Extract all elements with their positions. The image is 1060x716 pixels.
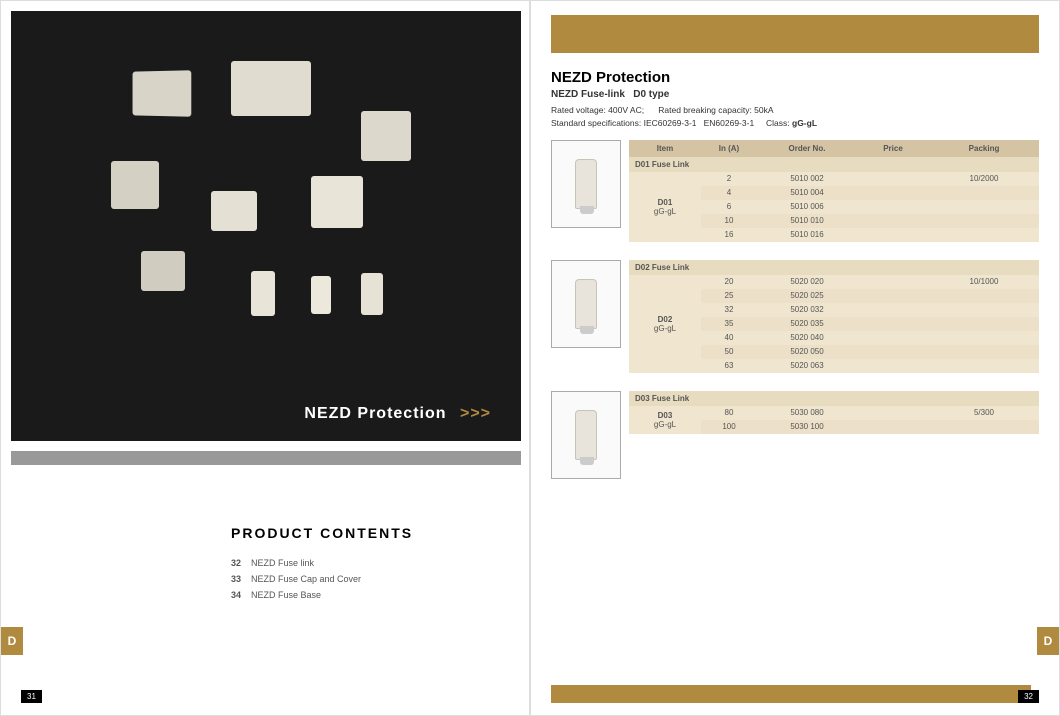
item-label: D03gG-gL: [629, 406, 701, 434]
product-block: ItemIn (A)Order No.PricePackingD01 Fuse …: [551, 140, 1039, 242]
product-thumbnail: [551, 391, 621, 479]
product-block: D03 Fuse LinkD03gG-gL805030 0805/3001005…: [551, 391, 1039, 479]
product-thumbnail: [551, 140, 621, 228]
table-row: 405020 040: [701, 331, 1039, 345]
table-row: 635020 063: [701, 359, 1039, 373]
section-header: NEZD Protection NEZD Fuse-link D0 type R…: [551, 69, 1039, 130]
product-component: [361, 111, 411, 161]
table-row: 355020 035: [701, 317, 1039, 331]
footer-bar: [551, 685, 1031, 703]
product-component: [311, 176, 363, 228]
item-label: D02gG-gL: [629, 275, 701, 373]
table-section-title: D03 Fuse Link: [629, 391, 1039, 406]
contents-item: 34NEZD Fuse Base: [231, 587, 529, 603]
table-row: 205020 02010/1000: [701, 275, 1039, 289]
page-title: NEZD Protection: [551, 69, 1039, 86]
product-component: [111, 161, 159, 209]
contents-item: 33NEZD Fuse Cap and Cover: [231, 571, 529, 587]
product-thumbnail: [551, 260, 621, 348]
table-header: ItemIn (A)Order No.PricePacking: [629, 140, 1039, 157]
table-row: 165010 016: [701, 228, 1039, 242]
hero-image: NEZD Protection >>>: [11, 11, 521, 441]
hero-title: NEZD Protection >>>: [304, 405, 491, 423]
spec-table: D02 Fuse LinkD02gG-gL205020 02010/100025…: [629, 260, 1039, 373]
table-row: 255020 025: [701, 289, 1039, 303]
fuse-icon: [575, 410, 597, 460]
table-section-title: D01 Fuse Link: [629, 157, 1039, 172]
table-row: 805030 0805/300: [701, 406, 1039, 420]
spec-table: ItemIn (A)Order No.PricePackingD01 Fuse …: [629, 140, 1039, 242]
contents-title: PRODUCT CONTENTS: [231, 525, 529, 541]
spec-line: Standard specifications: IEC60269-3-1 EN…: [551, 117, 1039, 130]
divider-bar: [11, 451, 521, 465]
product-contents: PRODUCT CONTENTS 32NEZD Fuse link33NEZD …: [231, 525, 529, 604]
spec-table: D03 Fuse LinkD03gG-gL805030 0805/3001005…: [629, 391, 1039, 479]
page-number: 32: [1018, 690, 1039, 703]
table-row: 1005030 100: [701, 420, 1039, 434]
table-row: 105010 010: [701, 214, 1039, 228]
fuse-icon: [575, 159, 597, 209]
spec-line: Rated voltage: 400V AC; Rated breaking c…: [551, 104, 1039, 117]
product-component: [251, 271, 275, 316]
section-tab: D: [1, 627, 23, 655]
catalog-left-page: NEZD Protection >>> PRODUCT CONTENTS 32N…: [0, 0, 530, 716]
item-label: D01gG-gL: [629, 172, 701, 242]
product-component: [133, 70, 192, 116]
header-bar: [551, 15, 1039, 53]
table-section-title: D02 Fuse Link: [629, 260, 1039, 275]
table-row: 505020 050: [701, 345, 1039, 359]
product-component: [211, 191, 257, 231]
product-component: [141, 251, 185, 291]
table-row: 25010 00210/2000: [701, 172, 1039, 186]
product-component: [361, 273, 383, 315]
section-tab: D: [1037, 627, 1059, 655]
product-component: [311, 276, 331, 314]
catalog-right-page: NEZD Protection NEZD Fuse-link D0 type R…: [530, 0, 1060, 716]
fuse-icon: [575, 279, 597, 329]
product-component: [231, 61, 311, 116]
table-row: 65010 006: [701, 200, 1039, 214]
page-number: 31: [21, 690, 42, 703]
table-row: 45010 004: [701, 186, 1039, 200]
product-block: D02 Fuse LinkD02gG-gL205020 02010/100025…: [551, 260, 1039, 373]
page-subtitle: NEZD Fuse-link D0 type: [551, 89, 1039, 100]
contents-item: 32NEZD Fuse link: [231, 555, 529, 571]
table-row: 325020 032: [701, 303, 1039, 317]
chevron-right-icon: >>>: [460, 405, 491, 422]
